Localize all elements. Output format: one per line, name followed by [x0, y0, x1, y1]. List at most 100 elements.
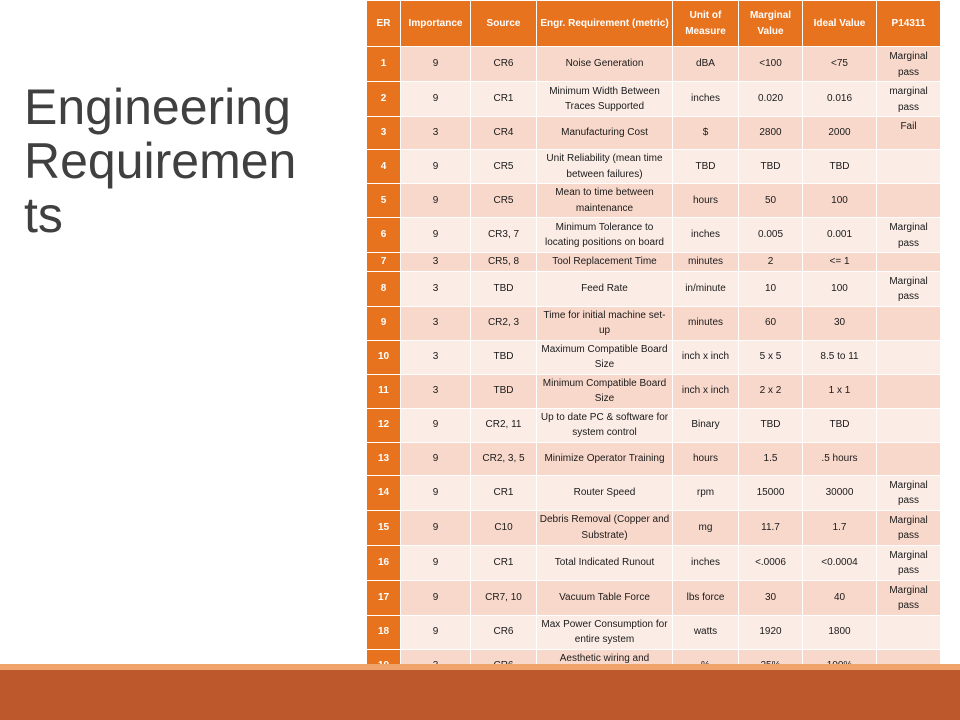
cell-ideal: 100	[802, 183, 877, 218]
cell-marginal: 15000	[738, 474, 803, 511]
cell-requirement: Max Power Consumption for entire system	[536, 614, 673, 650]
cell-er: 14	[366, 474, 401, 511]
cell-status: Marginal pass	[876, 509, 941, 546]
cell-importance: 9	[400, 46, 471, 82]
cell-unit: inch x inch	[672, 339, 739, 375]
cell-marginal: <.0006	[738, 544, 803, 581]
cell-er: 10	[366, 339, 401, 375]
cell-marginal: 0.005	[738, 217, 803, 253]
cell-ideal: 100	[802, 270, 877, 307]
cell-er: 8	[366, 270, 401, 307]
cell-er: 13	[366, 441, 401, 476]
header-marginal: Marginal Value	[738, 0, 803, 47]
cell-source: CR7, 10	[470, 579, 537, 616]
cell-importance: 9	[400, 149, 471, 184]
cell-marginal: 50	[738, 183, 803, 218]
cell-importance: 3	[400, 373, 471, 409]
cell-requirement: Minimum Width Between Traces Supported	[536, 81, 673, 117]
cell-er: 2	[366, 81, 401, 117]
cell-status	[876, 183, 941, 218]
cell-source: CR3, 7	[470, 217, 537, 253]
footer-band	[0, 670, 960, 720]
table-row: 9 3 CR2, 3 Time for initial machine set-up m…	[366, 305, 941, 341]
cell-status	[876, 252, 941, 272]
table-row: 8 3 TBD Feed Rate in/minute 10 100 Marginal pas…	[366, 270, 941, 307]
cell-er: 11	[366, 373, 401, 409]
cell-ideal: .5 hours	[802, 441, 877, 476]
cell-requirement: Minimum Tolerance to locating positions …	[536, 217, 673, 253]
header-ideal: Ideal Value	[802, 0, 877, 47]
cell-unit: $	[672, 116, 739, 150]
table-row: 2 9 CR1 Minimum Width Between Traces Suppor…	[366, 81, 941, 117]
cell-marginal: 2 x 2	[738, 373, 803, 409]
cell-unit: minutes	[672, 305, 739, 341]
cell-status: Fail	[876, 116, 941, 150]
cell-importance: 9	[400, 217, 471, 253]
cell-status	[876, 441, 941, 476]
cell-status	[876, 407, 941, 443]
table-row: 11 3 TBD Minimum Compatible Board Size inch …	[366, 373, 941, 409]
cell-marginal: 30	[738, 579, 803, 616]
cell-requirement: Total Indicated Runout	[536, 544, 673, 581]
cell-ideal: 2000	[802, 116, 877, 150]
cell-unit: inches	[672, 217, 739, 253]
cell-ideal: TBD	[802, 407, 877, 443]
table-row: 3 3 CR4 Manufacturing Cost $2800 2000 Fail	[366, 116, 941, 150]
cell-er: 6	[366, 217, 401, 253]
cell-importance: 3	[400, 270, 471, 307]
cell-importance: 9	[400, 474, 471, 511]
cell-importance: 3	[400, 305, 471, 341]
cell-ideal: TBD	[802, 149, 877, 184]
slide-title: Engineering Requiremen ts	[24, 79, 297, 243]
cell-marginal: 11.7	[738, 509, 803, 546]
cell-marginal: <100	[738, 46, 803, 82]
cell-er: 1	[366, 46, 401, 82]
table-row: 6 9 CR3, 7 Minimum Tolerance to locating po…	[366, 217, 941, 253]
cell-marginal: 2	[738, 252, 803, 272]
cell-importance: 9	[400, 544, 471, 581]
cell-importance: 9	[400, 579, 471, 616]
header-source: Source	[470, 0, 537, 47]
cell-source: TBD	[470, 339, 537, 375]
cell-status	[876, 614, 941, 650]
cell-requirement: Up to date PC & software for system cont…	[536, 407, 673, 443]
cell-requirement: Unit Reliability (mean time between fail…	[536, 149, 673, 184]
table-row: 16 9 CR1 Total Indicated Runout inches <.0006…	[366, 544, 941, 581]
cell-source: TBD	[470, 373, 537, 409]
cell-er: 9	[366, 305, 401, 341]
cell-marginal: TBD	[738, 149, 803, 184]
header-er: ER	[366, 0, 401, 47]
footer-accent-line	[0, 664, 960, 670]
cell-unit: in/minute	[672, 270, 739, 307]
cell-importance: 9	[400, 81, 471, 117]
cell-requirement: Minimum Compatible Board Size	[536, 373, 673, 409]
cell-ideal: 0.016	[802, 81, 877, 117]
cell-unit: rpm	[672, 474, 739, 511]
cell-ideal: 40	[802, 579, 877, 616]
cell-unit: dBA	[672, 46, 739, 82]
cell-ideal: 1 x 1	[802, 373, 877, 409]
cell-status: Marginal pass	[876, 474, 941, 511]
cell-unit: minutes	[672, 252, 739, 272]
cell-marginal: 60	[738, 305, 803, 341]
requirements-table-container: ER Importance Source Engr. Requirement (…	[366, 0, 941, 684]
table-row: 15 9 C10 Debris Removal (Copper and Substra…	[366, 509, 941, 546]
header-importance: Importance	[400, 0, 471, 47]
cell-status: Marginal pass	[876, 544, 941, 581]
cell-unit: hours	[672, 441, 739, 476]
table-row: 17 9 CR7, 10 Vacuum Table Force lbs force 30 4…	[366, 579, 941, 616]
cell-marginal: 10	[738, 270, 803, 307]
table-row: 10 3 TBD Maximum Compatible Board Size inch …	[366, 339, 941, 375]
cell-source: CR1	[470, 81, 537, 117]
table-header-row: ER Importance Source Engr. Requirement (…	[366, 0, 941, 47]
cell-source: CR6	[470, 46, 537, 82]
cell-status: Marginal pass	[876, 579, 941, 616]
cell-source: CR5, 8	[470, 252, 537, 272]
header-unit: Unit of Measure	[672, 0, 739, 47]
cell-requirement: Noise Generation	[536, 46, 673, 82]
cell-requirement: Manufacturing Cost	[536, 116, 673, 150]
cell-importance: 3	[400, 116, 471, 150]
cell-requirement: Maximum Compatible Board Size	[536, 339, 673, 375]
cell-source: CR5	[470, 183, 537, 218]
cell-er: 16	[366, 544, 401, 581]
